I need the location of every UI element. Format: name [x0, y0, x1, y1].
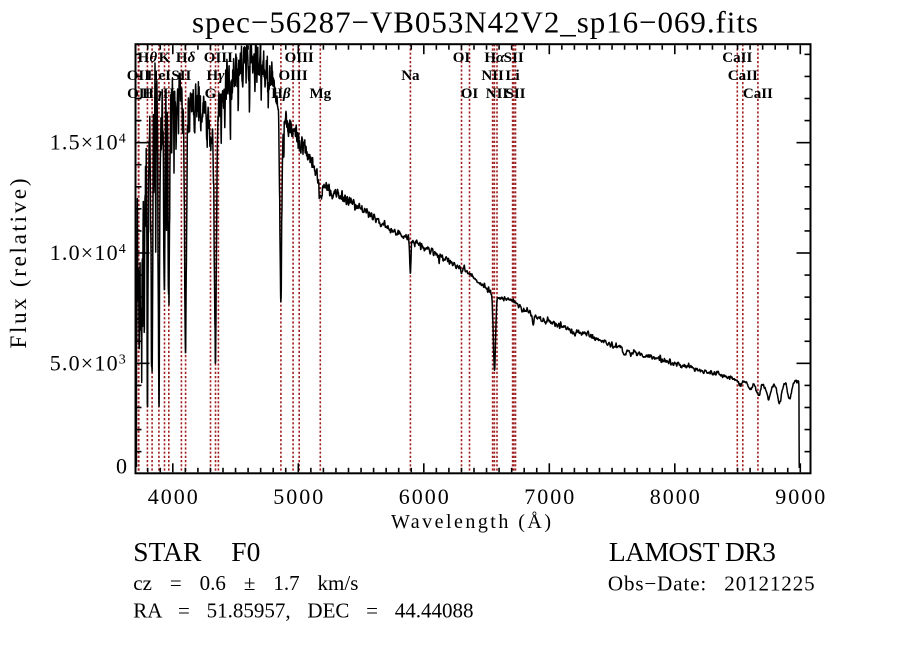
svg-text:OII: OII [127, 68, 151, 84]
svg-text:Obs−Date: 20121225: Obs−Date: 20121225 [608, 572, 816, 596]
svg-text:Flux (relative): Flux (relative) [6, 179, 31, 349]
svg-text:CaII: CaII [728, 68, 758, 84]
svg-text:RA = 51.85957, DEC = 44.44088: RA = 51.85957, DEC = 44.44088 [133, 599, 473, 623]
svg-text:OI: OI [461, 86, 479, 102]
svg-text:LAMOST DR3: LAMOST DR3 [609, 536, 776, 567]
svg-text:HeI: HeI [147, 68, 171, 84]
svg-text:H: H [163, 86, 175, 102]
svg-text:OII: OII [127, 86, 151, 102]
svg-text:Wavelength (Å): Wavelength (Å) [391, 511, 551, 533]
svg-text:STAR: STAR [133, 536, 202, 567]
svg-text:Hη: Hη [142, 86, 162, 102]
svg-text:OI: OI [453, 50, 471, 66]
svg-text:NII: NII [481, 68, 504, 84]
svg-text:Hβ: Hβ [271, 86, 291, 102]
svg-text:Li: Li [506, 68, 520, 84]
svg-text:F0: F0 [231, 536, 260, 567]
svg-text:OIII: OIII [285, 50, 314, 66]
svg-text:OIII: OIII [204, 50, 233, 66]
svg-text:Hγ: Hγ [207, 68, 226, 84]
svg-text:CaII: CaII [722, 50, 752, 66]
svg-text:spec−56287−VB053N42V2_sp16−069: spec−56287−VB053N42V2_sp16−069.fits [192, 5, 758, 40]
svg-text:Hα: Hα [484, 50, 505, 66]
svg-text:Mg: Mg [309, 86, 331, 102]
svg-text:1.5×104: 1.5×104 [50, 130, 127, 155]
svg-text:0: 0 [116, 454, 127, 479]
svg-text:NII: NII [486, 86, 509, 102]
svg-text:OIII: OIII [279, 68, 308, 84]
svg-text:Na: Na [401, 68, 420, 84]
svg-text:1.0×104: 1.0×104 [50, 240, 127, 265]
svg-text:Hθ: Hθ [138, 50, 158, 66]
svg-text:cz = 0.6 ± 1.7 km/s: cz = 0.6 ± 1.7 km/s [133, 571, 358, 595]
svg-text:CaII: CaII [743, 86, 773, 102]
svg-text:K: K [159, 50, 171, 66]
svg-text:Hδ: Hδ [176, 50, 196, 66]
svg-text:5.0×103: 5.0×103 [50, 351, 127, 376]
svg-text:SII: SII [504, 50, 524, 66]
svg-text:G: G [205, 86, 217, 102]
svg-text:SII: SII [505, 86, 525, 102]
svg-text:SII: SII [171, 68, 191, 84]
